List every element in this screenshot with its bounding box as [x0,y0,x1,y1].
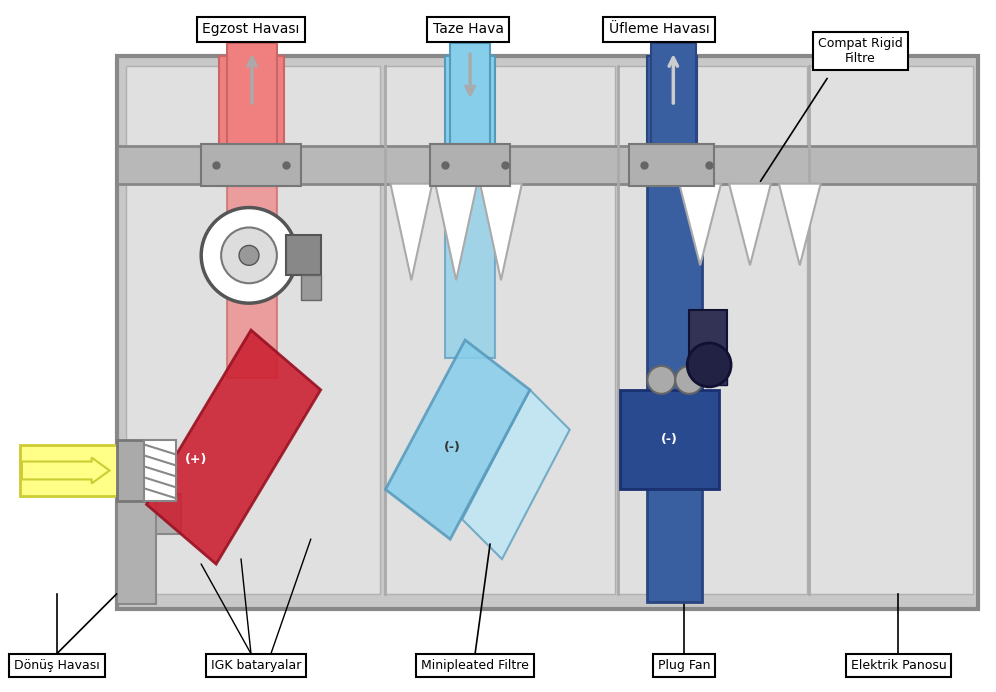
Bar [117,146,978,183]
Circle shape [201,208,297,303]
Polygon shape [435,183,477,280]
Polygon shape [385,340,530,539]
Circle shape [647,366,675,394]
Bar [450,43,490,151]
Bar [620,390,719,489]
Bar [647,183,702,602]
Bar [227,183,277,378]
Polygon shape [679,183,721,265]
Text: Egzost Havası: Egzost Havası [202,22,300,36]
Bar [117,494,156,604]
Bar [689,355,727,385]
Bar [445,56,495,185]
Text: Compat Rigid
Filtre: Compat Rigid Filtre [818,37,903,65]
Bar [445,183,495,358]
Circle shape [687,343,731,387]
Bar [117,439,144,502]
Bar [301,275,321,300]
Text: Plug Fan: Plug Fan [658,659,710,672]
Bar [647,56,697,185]
Bar [126,66,380,594]
Bar [689,310,727,360]
Bar [809,66,973,594]
Text: Üfleme Havası: Üfleme Havası [609,22,710,36]
Bar [651,43,696,151]
FancyArrow shape [22,457,110,484]
Polygon shape [480,183,522,280]
Text: Dönüş Havası: Dönüş Havası [14,659,100,672]
Bar [20,444,120,496]
Text: (+): (+) [185,453,207,466]
Text: (-): (-) [444,441,460,454]
Circle shape [675,366,703,394]
Polygon shape [729,183,771,265]
Bar [618,66,807,594]
Bar [430,144,510,185]
Bar [219,56,284,185]
Bar [629,144,714,185]
Bar [385,66,615,594]
Polygon shape [146,330,321,564]
Polygon shape [390,183,432,280]
Polygon shape [779,183,821,265]
Polygon shape [462,390,570,559]
Text: Minipleated Filtre: Minipleated Filtre [421,659,529,672]
Circle shape [239,246,259,265]
Circle shape [221,228,277,283]
Bar [227,43,277,151]
Text: (-): (-) [661,433,677,446]
Bar [201,144,301,185]
Text: Taze Hava: Taze Hava [432,22,504,36]
Text: Elektrik Panosu: Elektrik Panosu [851,659,946,672]
Bar [117,56,978,609]
Bar [144,439,176,502]
Bar [286,235,321,275]
Text: IGK bataryalar: IGK bataryalar [211,659,301,672]
Bar [117,494,181,534]
